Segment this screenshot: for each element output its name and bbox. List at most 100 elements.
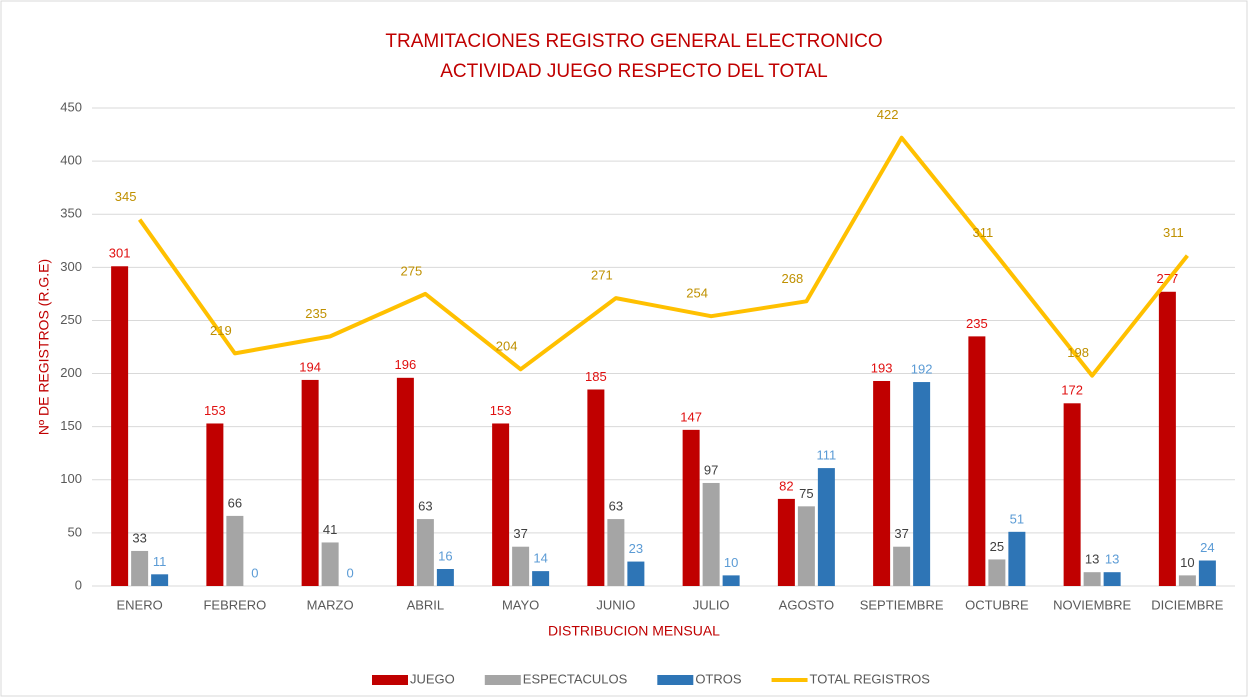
data-label: 63 [418, 499, 432, 514]
data-label: 192 [911, 361, 933, 376]
legend-label: JUEGO [410, 671, 455, 686]
data-label: 82 [779, 478, 793, 493]
data-label: 13 [1085, 552, 1099, 567]
bar [988, 559, 1006, 586]
bar [301, 379, 319, 586]
data-label: 147 [680, 409, 702, 424]
legend-label: TOTAL REGISTROS [810, 671, 931, 686]
legend-swatch [657, 675, 694, 685]
y-tick-label: 250 [60, 312, 82, 327]
data-label: 422 [877, 107, 899, 122]
bar [682, 429, 700, 586]
x-tick-label: ABRIL [407, 597, 445, 612]
data-label: 11 [153, 554, 167, 569]
data-label: 10 [724, 555, 738, 570]
bar [968, 336, 986, 586]
bar [1198, 560, 1216, 586]
data-label: 0 [251, 565, 258, 580]
x-tick-label: JULIO [693, 597, 730, 612]
x-tick-label: JUNIO [596, 597, 635, 612]
data-label: 23 [629, 541, 643, 556]
data-label: 271 [591, 268, 613, 283]
y-tick-label: 100 [60, 471, 82, 486]
x-tick-label: AGOSTO [779, 597, 834, 612]
y-tick-label: 200 [60, 365, 82, 380]
y-tick-label: 400 [60, 153, 82, 168]
data-label: 16 [438, 548, 452, 563]
bar [492, 423, 510, 586]
y-tick-label: 50 [68, 524, 82, 539]
bar [151, 574, 169, 586]
y-tick-label: 150 [60, 418, 82, 433]
data-label: 198 [1067, 345, 1089, 360]
bar [111, 266, 129, 586]
data-label: 301 [109, 246, 131, 261]
data-label: 185 [585, 369, 607, 384]
bar [1178, 575, 1196, 586]
line [137, 135, 1189, 378]
data-label: 219 [210, 323, 232, 338]
bar [1063, 403, 1081, 586]
bar [396, 377, 414, 586]
x-tick-label: DICIEMBRE [1151, 597, 1224, 612]
bar [873, 380, 891, 586]
data-label: 254 [686, 286, 708, 301]
data-label: 268 [782, 271, 804, 286]
data-label: 193 [871, 360, 893, 375]
bar [206, 423, 224, 586]
data-label: 97 [704, 462, 718, 477]
data-label: 13 [1105, 552, 1119, 567]
bar [607, 519, 625, 586]
data-label: 275 [401, 263, 423, 278]
legend-label: ESPECTACULOS [523, 671, 628, 686]
data-label: 37 [894, 526, 908, 541]
x-axis-title: DISTRIBUCION MENSUAL [548, 623, 720, 639]
data-label: 153 [204, 403, 226, 418]
bar [1103, 572, 1121, 586]
bar [587, 389, 605, 586]
data-label: 153 [490, 403, 512, 418]
x-tick-label: OCTUBRE [965, 597, 1029, 612]
bar [436, 569, 454, 586]
legend-swatch [372, 675, 408, 685]
x-tick-label: MARZO [307, 597, 354, 612]
bar [1083, 572, 1101, 586]
y-tick-label: 300 [60, 259, 82, 274]
data-label: 172 [1061, 383, 1083, 398]
data-label: 14 [533, 551, 547, 566]
x-tick-label: FEBRERO [203, 597, 266, 612]
data-label: 311 [973, 225, 994, 240]
y-tick-label: 0 [75, 577, 82, 592]
data-label: 311 [1163, 225, 1184, 240]
bar [893, 546, 911, 586]
legend-swatch [484, 675, 521, 685]
data-label: 33 [132, 530, 146, 545]
x-tick-label: ENERO [117, 597, 163, 612]
data-label: 66 [228, 495, 242, 510]
chart-title: TRAMITACIONES REGISTRO GENERAL ELECTRONI… [385, 31, 882, 52]
bar [416, 519, 434, 586]
bar [226, 515, 244, 586]
data-label: 41 [323, 522, 337, 537]
data-label: 10 [1180, 555, 1194, 570]
bar [817, 468, 835, 586]
bar [131, 550, 149, 586]
legend-label: OTROS [695, 671, 742, 686]
data-label: 235 [966, 316, 988, 331]
y-tick-label: 450 [60, 99, 82, 114]
bar [512, 546, 530, 586]
x-tick-label: NOVIEMBRE [1053, 597, 1131, 612]
y-axis-title: Nº DE REGISTROS (R.G.E) [36, 259, 52, 435]
data-label: 345 [115, 189, 137, 204]
x-tick-label: MAYO [502, 597, 539, 612]
data-label: 0 [347, 565, 354, 580]
x-tick-label: SEPTIEMBRE [860, 597, 944, 612]
bar [722, 575, 740, 586]
data-label: 196 [395, 357, 417, 372]
bar [321, 542, 339, 586]
bar [797, 506, 815, 586]
data-label: 25 [990, 539, 1004, 554]
y-tick-label: 350 [60, 206, 82, 221]
